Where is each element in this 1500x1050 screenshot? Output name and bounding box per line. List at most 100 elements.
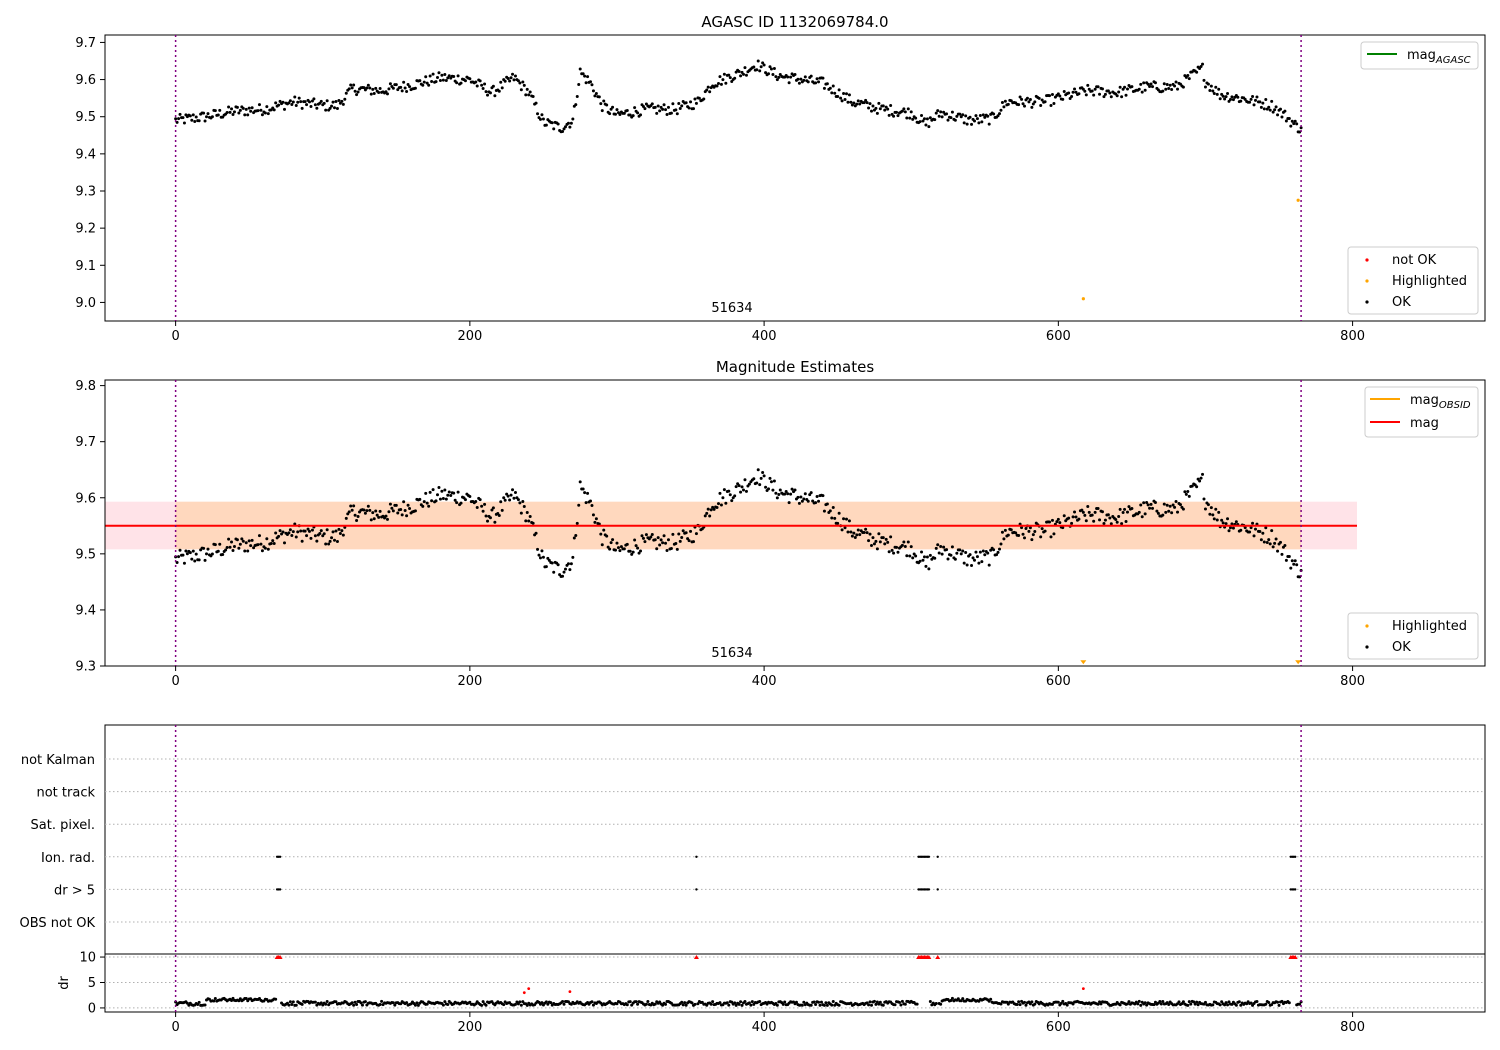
ok-point	[589, 499, 593, 503]
ok-point	[491, 506, 495, 510]
ok-point	[265, 537, 269, 541]
dr-point	[825, 1003, 829, 1007]
ok-point	[474, 80, 478, 84]
ok-point	[758, 483, 762, 487]
ok-point	[1195, 485, 1199, 489]
ok-point	[516, 79, 520, 83]
ok-point	[452, 75, 456, 79]
dr-point	[817, 1000, 821, 1004]
ok-point	[949, 553, 953, 557]
ok-point	[1228, 526, 1232, 530]
dr-point	[1234, 1003, 1238, 1007]
dr-point	[1118, 1003, 1122, 1007]
dr-point	[684, 1003, 688, 1007]
ok-point	[577, 83, 581, 87]
ok-point	[752, 65, 756, 69]
ok-point	[908, 554, 912, 558]
dr-point	[1143, 1001, 1147, 1005]
ok-point	[563, 125, 567, 129]
ok-point	[356, 514, 360, 518]
ok-point	[431, 488, 435, 492]
ok-point	[356, 90, 360, 94]
dr-point	[1220, 1000, 1224, 1004]
ok-point	[202, 546, 206, 550]
ok-point	[756, 468, 760, 472]
ok-point	[1215, 92, 1219, 96]
ok-point	[1115, 520, 1119, 524]
ok-point	[216, 113, 220, 117]
ok-point	[431, 72, 435, 76]
ok-point	[197, 558, 201, 562]
ok-point	[737, 70, 741, 74]
ok-point	[887, 113, 891, 117]
ok-point	[231, 112, 235, 116]
ok-point	[1142, 81, 1146, 85]
flag-point	[936, 855, 939, 858]
ok-point	[269, 542, 273, 546]
ok-point	[363, 511, 367, 515]
ok-point	[1148, 84, 1152, 88]
ok-point	[895, 110, 899, 114]
ok-point	[1289, 566, 1293, 570]
ok-point	[825, 502, 829, 506]
ok-point	[282, 107, 286, 111]
ok-point	[235, 538, 239, 542]
ok-point	[341, 533, 345, 537]
dr-point	[1230, 1002, 1234, 1006]
ok-point	[911, 117, 915, 121]
ok-point	[939, 545, 943, 549]
data-layer	[105, 468, 1358, 665]
dr-point	[819, 1000, 823, 1004]
ok-point	[333, 538, 337, 542]
legend-subscript: OBSID	[1439, 400, 1471, 411]
ok-point	[940, 552, 944, 556]
ok-point	[862, 101, 866, 105]
flag-row-label: dr > 5	[54, 883, 95, 898]
ok-point	[224, 548, 228, 552]
ok-point	[815, 77, 819, 81]
ok-point	[352, 504, 356, 508]
ok-point	[1050, 518, 1054, 522]
dr-point	[949, 998, 953, 1002]
ok-point	[572, 536, 576, 540]
ok-point	[441, 78, 445, 82]
ok-point	[322, 101, 326, 105]
dr-point	[750, 1000, 754, 1004]
ok-point	[644, 533, 648, 537]
dr-point	[999, 1002, 1003, 1006]
ok-point	[1077, 92, 1081, 96]
dr-point	[868, 1000, 872, 1004]
ok-point	[1071, 90, 1075, 94]
ok-point	[743, 478, 747, 482]
ok-point	[182, 121, 186, 125]
ok-point	[402, 500, 406, 504]
ok-point	[864, 527, 868, 531]
ok-point	[1201, 62, 1205, 66]
ok-point	[1052, 101, 1056, 105]
ok-point	[708, 514, 712, 518]
ok-point	[307, 100, 311, 104]
ok-point	[625, 542, 629, 546]
ok-point	[1214, 507, 1218, 511]
ok-point	[1181, 507, 1185, 511]
ok-point	[643, 107, 647, 111]
ok-point	[1074, 515, 1078, 519]
ok-point	[1199, 476, 1203, 480]
dr-point	[939, 1002, 943, 1006]
ok-point	[1258, 529, 1262, 533]
ok-point	[769, 67, 773, 71]
ok-point	[684, 101, 688, 105]
dr-point	[1280, 999, 1284, 1003]
ok-point	[1114, 518, 1118, 522]
ok-point	[905, 116, 909, 120]
ok-point	[1176, 510, 1180, 514]
ok-point	[290, 103, 294, 107]
ok-point	[867, 539, 871, 543]
ok-point	[983, 553, 987, 557]
ok-point	[218, 108, 222, 112]
ok-point	[1168, 504, 1172, 508]
dr-point	[1024, 1003, 1028, 1007]
dr-point	[1125, 1002, 1129, 1006]
dr-point	[830, 1003, 834, 1007]
dr-point	[415, 1001, 419, 1005]
